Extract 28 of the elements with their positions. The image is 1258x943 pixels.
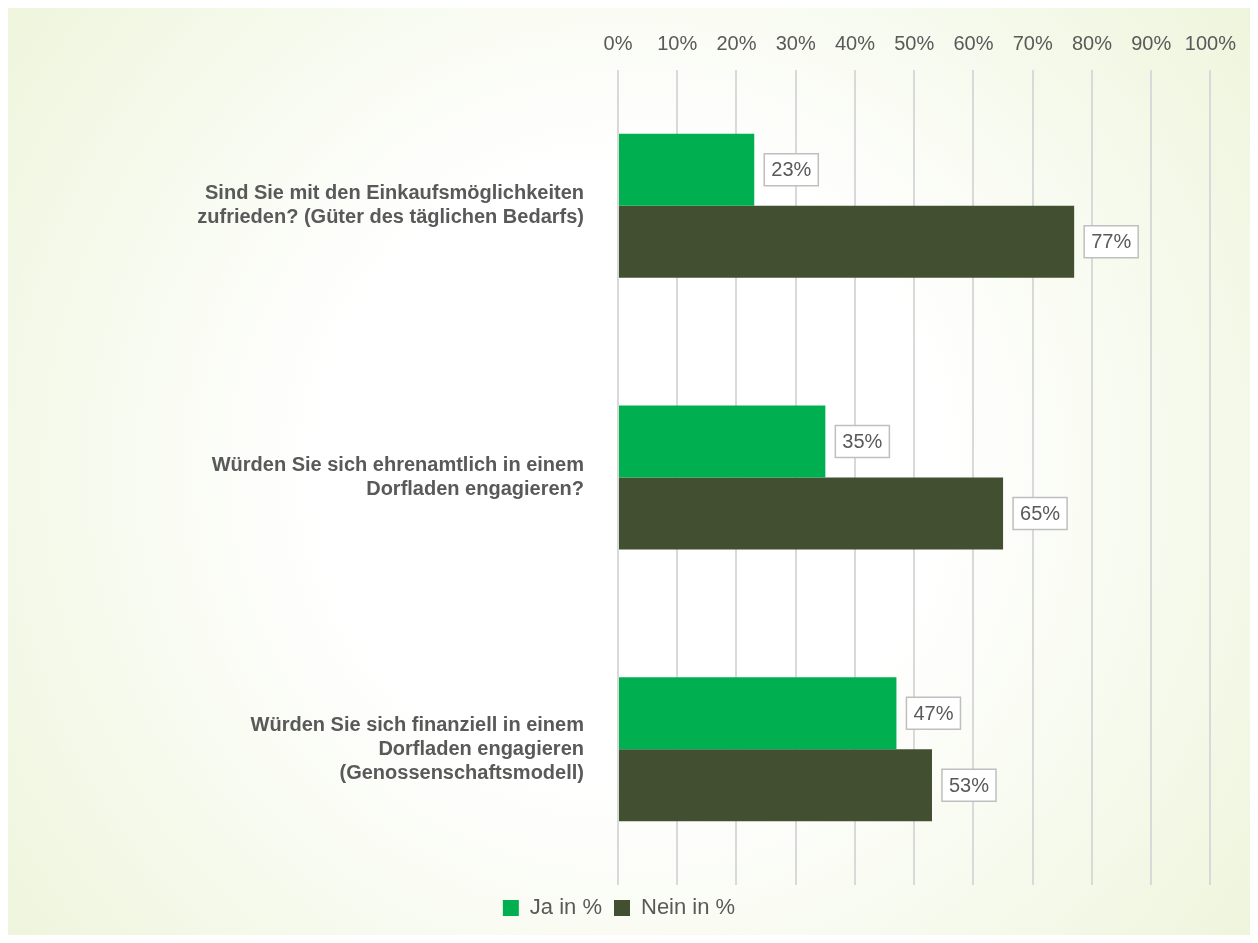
bar: [619, 133, 755, 206]
x-tick-label: 30%: [775, 31, 816, 54]
x-tick-label: 60%: [953, 31, 994, 54]
y-tick-label: Würden Sie sich ehrenamtlich in einem Dorfladen engagieren?: [211, 453, 584, 500]
x-tick-label: 70%: [1012, 31, 1053, 54]
data-label: 23%: [771, 158, 812, 181]
y-tick-label: Sind Sie mit den Einkaufsmöglichkeiten zufrieden? (Güter des täglichen Bedarfs): [197, 181, 584, 228]
x-tick-label: 80%: [1071, 31, 1113, 54]
data-label: 47%: [913, 701, 954, 724]
x-tick-label: 90%: [1131, 31, 1172, 54]
data-label: 65%: [1020, 502, 1061, 525]
legend-label: Ja in %: [529, 894, 603, 920]
x-tick-label: 0%: [603, 31, 633, 54]
bar: [619, 477, 1004, 550]
y-tick-label: Würden Sie sich finanziell in einem Dorfladen engagieren (Genossenschaftsmodell): [250, 712, 584, 783]
bar: [619, 749, 932, 822]
x-tick-label: 50%: [894, 31, 935, 54]
x-tick-label: 10%: [657, 31, 698, 54]
bar: [619, 405, 826, 478]
data-label: 35%: [842, 430, 883, 453]
x-tick-label: 40%: [834, 31, 876, 54]
legend-label: Nein in %: [640, 894, 736, 920]
bar: [619, 205, 1075, 278]
data-label: 53%: [948, 773, 990, 796]
x-tick-label: 100%: [1184, 31, 1237, 54]
data-label: 77%: [1091, 230, 1132, 253]
bar: [619, 677, 897, 750]
x-tick-label: 20%: [716, 31, 757, 54]
